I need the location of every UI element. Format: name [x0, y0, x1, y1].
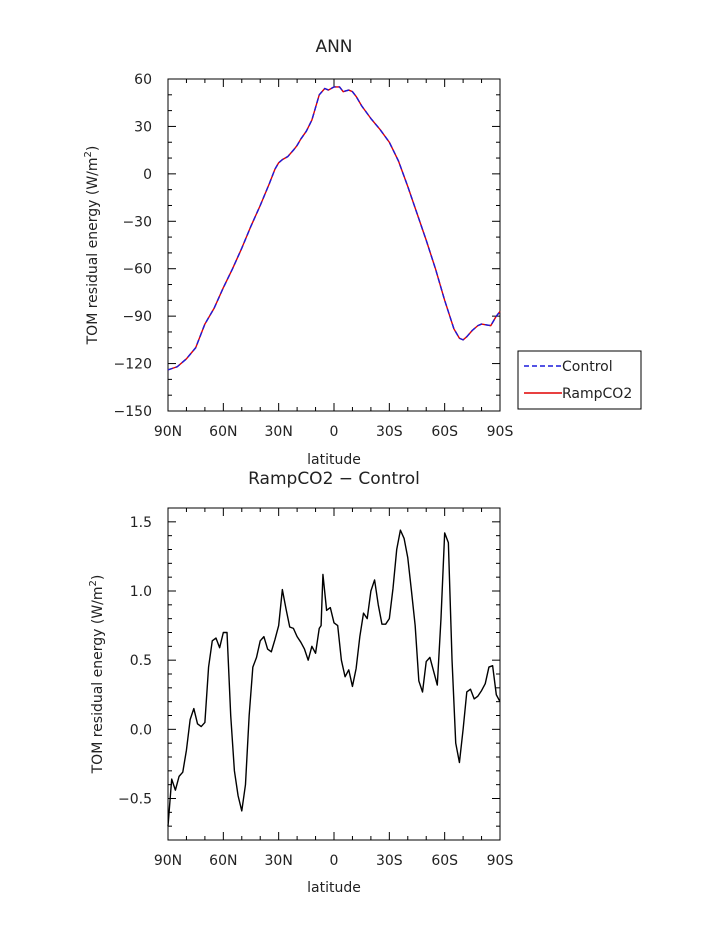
tick-marks — [167, 78, 501, 412]
y-tick-label: −0.5 — [118, 792, 152, 808]
x-tick-labels: 90N 60N 30N 0 30S 60S 90S — [154, 853, 514, 869]
chart-difference: RampCO2 − Control 1.5 1.0 0.5 0.0 −0.5 90N 60… — [88, 469, 513, 896]
y-axis-label: TOM residual energy (W/m2) — [83, 146, 101, 346]
y-axis-label: TOM residual energy (W/m2) — [88, 575, 106, 775]
x-tick-label: 0 — [330, 424, 339, 440]
y-tick-label: −90 — [122, 309, 152, 325]
x-tick-label: 30S — [376, 853, 403, 869]
series-line-rampco2 — [167, 86, 501, 371]
x-tick-label: 90N — [154, 853, 182, 869]
x-tick-label: 60S — [431, 853, 458, 869]
y-tick-label: 0.5 — [130, 653, 152, 669]
y-tick-label: −30 — [122, 214, 152, 230]
y-tick-label: 1.0 — [130, 584, 152, 600]
series-lines — [167, 86, 501, 371]
x-tick-label: 90S — [487, 424, 514, 440]
y-tick-labels: 1.5 1.0 0.5 0.0 −0.5 — [118, 515, 152, 808]
y-tick-label: −60 — [122, 262, 152, 278]
x-axis-label: latitude — [307, 452, 361, 468]
x-tick-label: 60N — [209, 853, 237, 869]
y-tick-label: 0.0 — [130, 722, 152, 738]
plot-frame — [167, 78, 501, 412]
tick-marks — [167, 507, 501, 841]
y-tick-label: −120 — [114, 357, 152, 373]
x-tick-label: 30S — [376, 424, 403, 440]
x-tick-label: 90N — [154, 424, 182, 440]
series-line-difference — [167, 529, 501, 827]
x-tick-label: 0 — [330, 853, 339, 869]
x-tick-labels: 90N 60N 30N 0 30S 60S 90S — [154, 424, 514, 440]
x-tick-label: 60S — [431, 424, 458, 440]
y-tick-label: 1.5 — [130, 515, 152, 531]
legend: Control RampCO2 — [517, 350, 642, 410]
chart-annual-mean: ANN 60 30 0 −30 −60 −90 −120 −150 90N 60N 30N 0 30S… — [83, 37, 642, 468]
y-tick-label: 0 — [143, 167, 152, 183]
series-lines — [167, 529, 501, 827]
legend-box — [517, 350, 642, 410]
y-tick-labels: 60 30 0 −30 −60 −90 −120 −150 — [114, 72, 152, 420]
y-tick-label: −150 — [114, 404, 152, 420]
y-tick-label: 30 — [134, 119, 152, 135]
plot-frame — [167, 507, 501, 841]
legend-label-control: Control — [562, 359, 613, 375]
chart-title: RampCO2 − Control — [248, 469, 420, 489]
legend-label-rampco2: RampCO2 — [562, 386, 632, 402]
x-tick-label: 30N — [265, 853, 293, 869]
x-tick-label: 90S — [487, 853, 514, 869]
y-tick-label: 60 — [134, 72, 152, 88]
x-tick-label: 30N — [265, 424, 293, 440]
x-axis-label: latitude — [307, 880, 361, 896]
series-line-control — [167, 86, 501, 371]
x-tick-label: 60N — [209, 424, 237, 440]
chart-title: ANN — [315, 37, 352, 57]
